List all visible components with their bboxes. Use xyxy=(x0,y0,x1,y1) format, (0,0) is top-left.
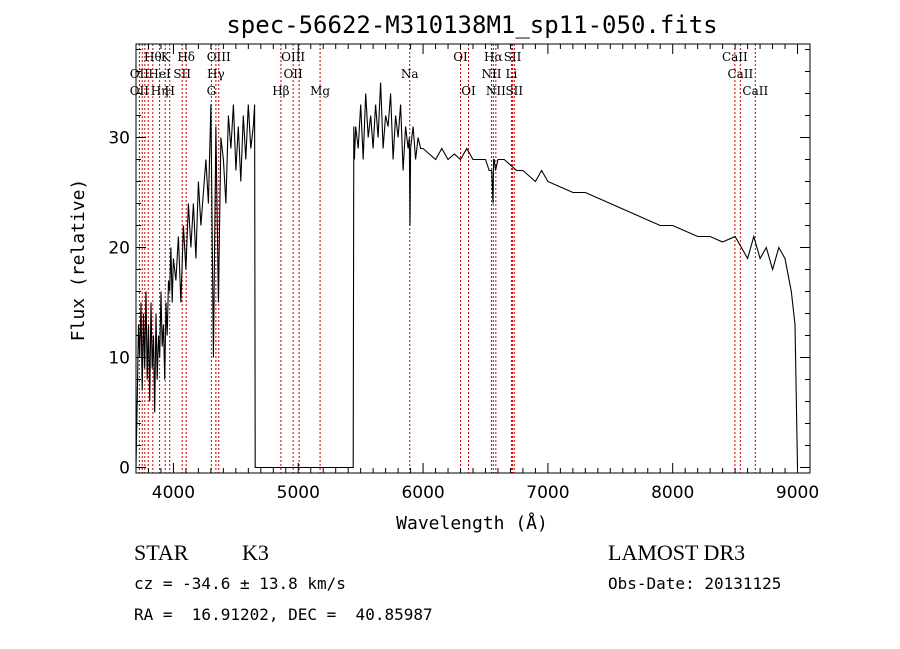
line-label: H xyxy=(164,84,174,98)
line-label: G xyxy=(207,84,217,98)
coordinates: RA = 16.91202, DEC = 40.85987 xyxy=(134,605,433,624)
line-label: Hα xyxy=(484,50,503,64)
x-tick-label: 7000 xyxy=(526,483,569,503)
line-label: NII xyxy=(486,84,506,98)
line-label: CaII xyxy=(727,67,753,81)
x-tick-label: 8000 xyxy=(651,483,694,503)
line-label: Hβ xyxy=(272,84,289,98)
line-label: OI xyxy=(453,50,468,64)
object-type: STAR xyxy=(134,540,189,565)
axis-ticks: 4000 5000 6000 7000 8000 9000 0 10 20 30 xyxy=(108,44,819,503)
plot-frame xyxy=(135,43,811,474)
line-label: OI xyxy=(461,84,476,98)
line-label: OIII xyxy=(281,50,305,64)
line-label: CaII xyxy=(722,50,748,64)
line-label: NII xyxy=(481,67,501,81)
line-label: Na xyxy=(401,67,419,81)
observation-date: Obs-Date: 20131125 xyxy=(608,574,782,593)
survey-name: LAMOST DR3 xyxy=(608,540,746,565)
y-tick-label: 30 xyxy=(108,129,130,149)
line-label: OII xyxy=(283,67,303,81)
line-label: Hθ xyxy=(144,50,162,64)
x-tick-label: 4000 xyxy=(152,483,195,503)
line-label: SII xyxy=(504,50,522,64)
line-label: Hη xyxy=(151,84,169,98)
y-tick-label: 10 xyxy=(108,349,130,369)
spectrum-series xyxy=(135,82,799,469)
x-axis-label: Wavelength (Å) xyxy=(396,512,548,534)
line-label: Li xyxy=(506,67,518,81)
line-label: OIII xyxy=(207,50,231,64)
redshift-velocity: cz = -34.6 ± 13.8 km/s xyxy=(134,574,346,593)
x-tick-label: 9000 xyxy=(776,483,819,503)
line-label: OII xyxy=(130,67,150,81)
chart-title: spec-56622-M310138M1_sp11-050.fits xyxy=(226,11,717,39)
line-label: OII xyxy=(130,84,150,98)
line-label: Hγ xyxy=(207,67,225,81)
line-label: Mg xyxy=(310,84,330,98)
x-tick-label: 6000 xyxy=(401,483,444,503)
line-label: SII xyxy=(173,67,191,81)
line-label: CaII xyxy=(742,84,768,98)
line-markers xyxy=(138,44,756,473)
line-label: K xyxy=(161,50,171,64)
spectrum-line xyxy=(135,82,799,469)
subclass: K3 xyxy=(242,540,269,565)
axes-box xyxy=(135,43,811,474)
line-label: Hδ xyxy=(177,50,195,64)
y-axis-label: Flux (relative) xyxy=(68,179,89,342)
line-label: HeI xyxy=(148,67,171,81)
line-label: SII xyxy=(505,84,523,98)
y-tick-label: 0 xyxy=(119,459,130,479)
x-tick-label: 5000 xyxy=(277,483,320,503)
y-tick-label: 20 xyxy=(108,239,130,259)
